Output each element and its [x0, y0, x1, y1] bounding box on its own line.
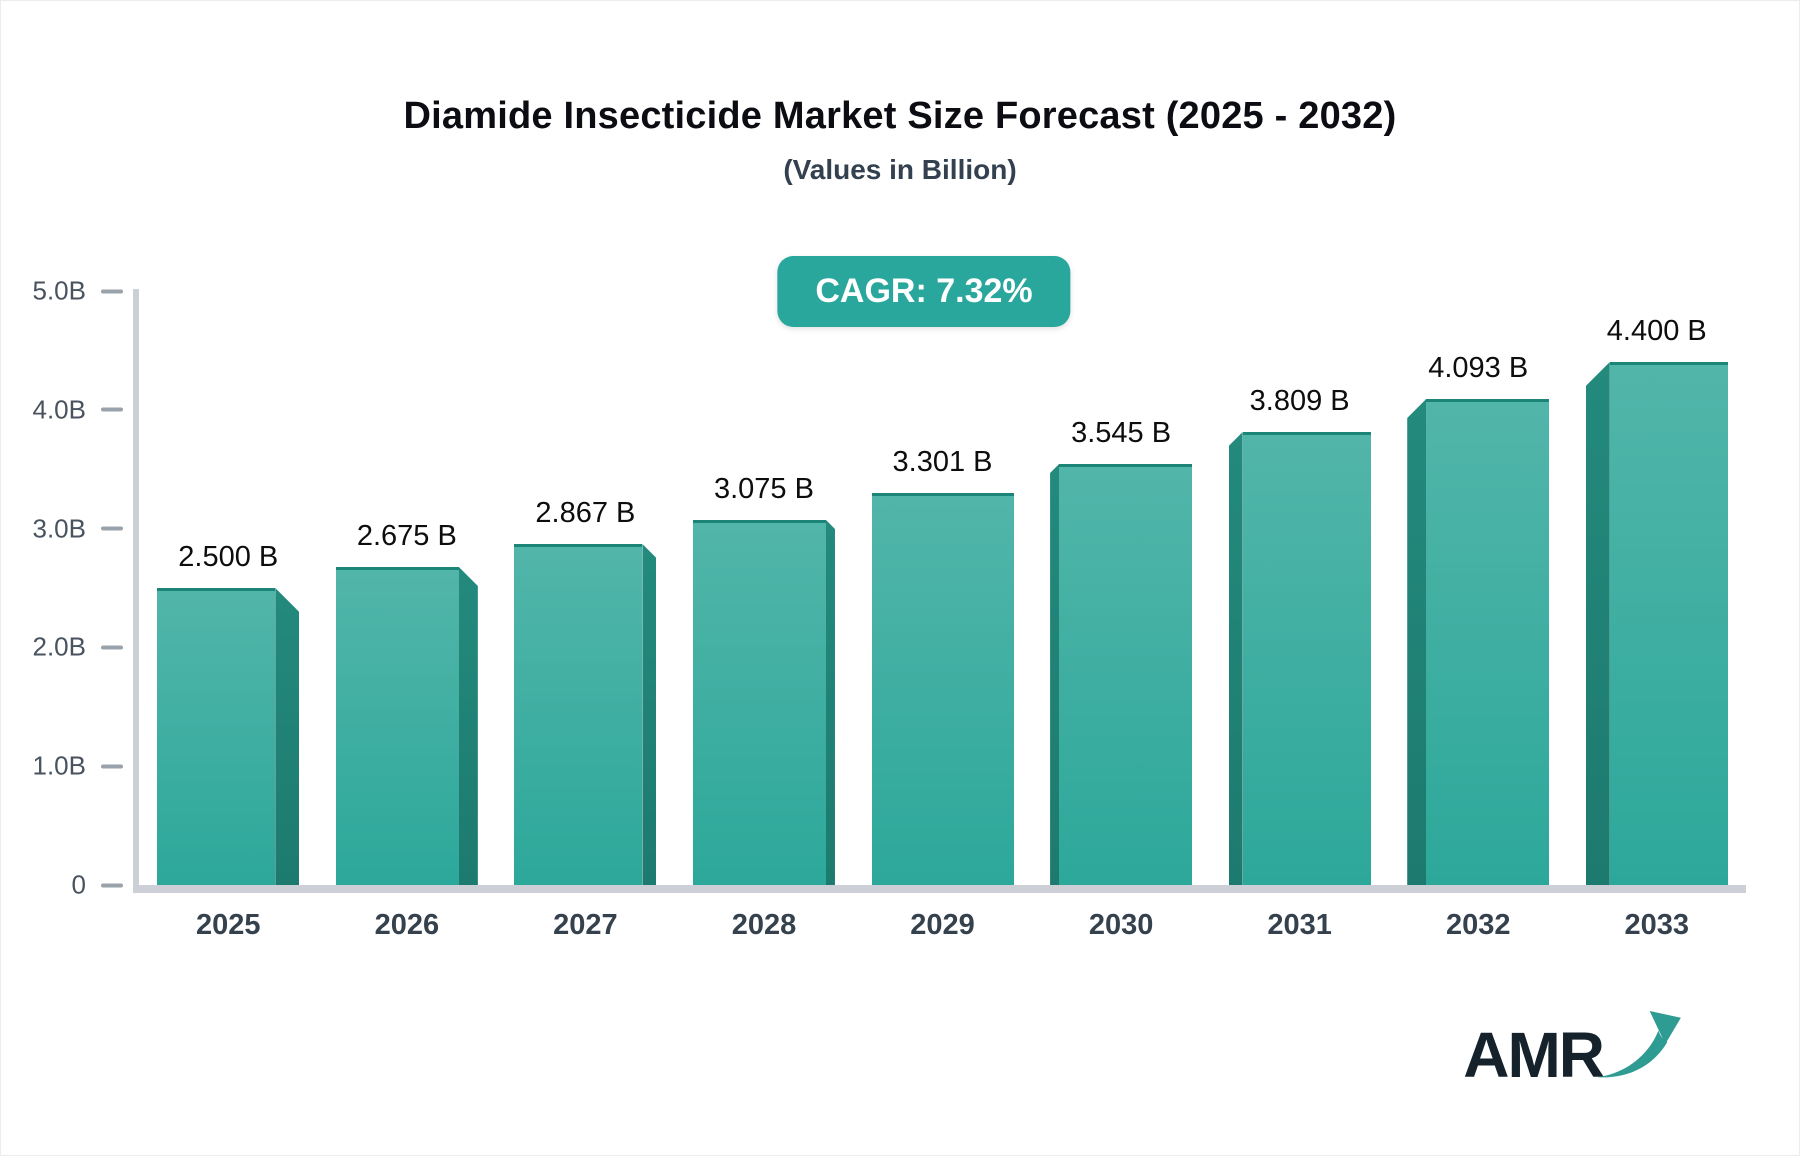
y-tick-1.0B: 1.0B — [32, 750, 123, 782]
y-tick-2.0B: 2.0B — [32, 631, 123, 663]
bar-column-2031: 3.809 B 2031 — [1210, 291, 1389, 941]
bar-column-2030: 3.545 B 2030 — [1032, 291, 1211, 941]
bar-value-label: 3.075 B — [713, 473, 814, 505]
bar-column-2033: 4.400 B 2033 — [1568, 291, 1747, 941]
bar-face — [692, 520, 826, 885]
bar-value-label: 3.809 B — [1249, 385, 1350, 417]
x-tick-label-2029: 2029 — [910, 909, 975, 941]
bar-side-shadow — [1407, 399, 1427, 885]
x-tick-label-2027: 2027 — [553, 909, 618, 941]
y-tick-label: 5.0B — [32, 275, 87, 306]
bar-side-shadow — [1585, 362, 1610, 885]
amr-logo-text: AMR — [1463, 1019, 1605, 1091]
bar-value-label: 2.867 B — [535, 497, 636, 529]
bar-2026 — [335, 567, 478, 885]
y-tick-4.0B: 4.0B — [32, 394, 123, 425]
y-tick-3.0B: 3.0B — [32, 513, 123, 544]
x-tick-label-2031: 2031 — [1267, 909, 1332, 941]
bar-column-2028: 3.075 B 2028 — [675, 291, 854, 941]
x-tick-label-2033: 2033 — [1624, 909, 1690, 941]
bar-2029 — [871, 493, 1014, 885]
y-tick-mark — [101, 526, 123, 531]
y-tick-mark — [101, 289, 123, 293]
bar-2033 — [1585, 362, 1728, 885]
bar-value-label: 3.301 B — [892, 446, 993, 478]
bar-2025 — [157, 588, 300, 885]
bar-2028 — [692, 520, 835, 885]
bar-side-shadow — [1228, 432, 1243, 885]
y-tick-mark — [101, 407, 123, 412]
chart-header: Diamide Insecticide Market Size Forecast… — [1, 1, 1799, 186]
y-tick-5.0B: 5.0B — [32, 275, 123, 307]
bar-value-label: 4.400 B — [1606, 315, 1707, 347]
bar-face — [871, 493, 1014, 885]
bar-value-label: 4.093 B — [1428, 352, 1529, 384]
bar-2030 — [1050, 464, 1193, 885]
bar-face — [1609, 362, 1728, 885]
y-axis-line — [133, 289, 139, 891]
amr-logo: AMR — [1463, 1010, 1681, 1091]
y-tick-label: 1.0B — [32, 750, 87, 781]
bar-column-2029: 3.301 B 2029 — [853, 291, 1032, 941]
bar-face — [335, 567, 459, 885]
y-tick-0: 0 — [72, 870, 123, 901]
bar-face — [1242, 432, 1371, 885]
bar-side-shadow — [275, 588, 300, 885]
x-tick-label-2032: 2032 — [1445, 909, 1511, 941]
y-tick-mark — [101, 764, 123, 769]
x-tick-label-2030: 2030 — [1088, 909, 1154, 941]
bar-value-label: 3.545 B — [1071, 417, 1172, 449]
y-tick-mark — [101, 883, 123, 887]
plot-area: 2.500 B 2025 2.675 B 2026 2.867 B 2027 3.075 B… — [133, 289, 1747, 941]
bar-side-shadow — [1050, 464, 1060, 885]
bar-face — [514, 544, 643, 885]
bar-column-2025: 2.500 B 2025 — [139, 291, 318, 941]
bar-face — [1426, 399, 1550, 885]
bar-column-2032: 4.093 B 2032 — [1389, 291, 1568, 941]
bar-face — [1059, 464, 1193, 885]
bar-value-label: 2.675 B — [356, 520, 457, 552]
cagr-badge: CAGR: 7.32% — [777, 256, 1071, 327]
x-tick-label-2026: 2026 — [374, 909, 440, 941]
chart-title: Diamide Insecticide Market Size Forecast… — [403, 95, 1397, 137]
bar-column-2026: 2.675 B 2026 — [318, 291, 497, 941]
bar-column-2027: 2.867 B 2027 — [496, 291, 675, 941]
bar-face — [157, 588, 276, 885]
bar-series: 2.500 B 2025 2.675 B 2026 2.867 B 2027 3.075 B… — [139, 291, 1747, 941]
y-tick-mark — [101, 645, 123, 650]
y-axis: 0 1.0B 2.0B 3.0B 4.0B 5.0B — [1, 276, 123, 900]
growth-arrow-icon — [1597, 1010, 1681, 1078]
y-tick-label: 0 — [71, 869, 86, 900]
x-tick-label-2028: 2028 — [731, 909, 797, 941]
bar-side-shadow — [825, 520, 835, 885]
y-tick-label: 3.0B — [32, 513, 87, 544]
bar-side-shadow — [458, 567, 478, 885]
y-tick-label: 2.0B — [32, 631, 87, 662]
x-tick-label-2025: 2025 — [196, 909, 261, 941]
bar-value-label: 2.500 B — [178, 541, 279, 573]
x-axis-line — [133, 885, 1746, 893]
bar-side-shadow — [642, 544, 657, 885]
y-tick-label: 4.0B — [32, 394, 87, 425]
chart-subtitle: (Values in Billion) — [783, 154, 1017, 185]
bar-2027 — [514, 544, 657, 885]
bar-2031 — [1228, 432, 1371, 885]
bar-2032 — [1407, 399, 1550, 885]
